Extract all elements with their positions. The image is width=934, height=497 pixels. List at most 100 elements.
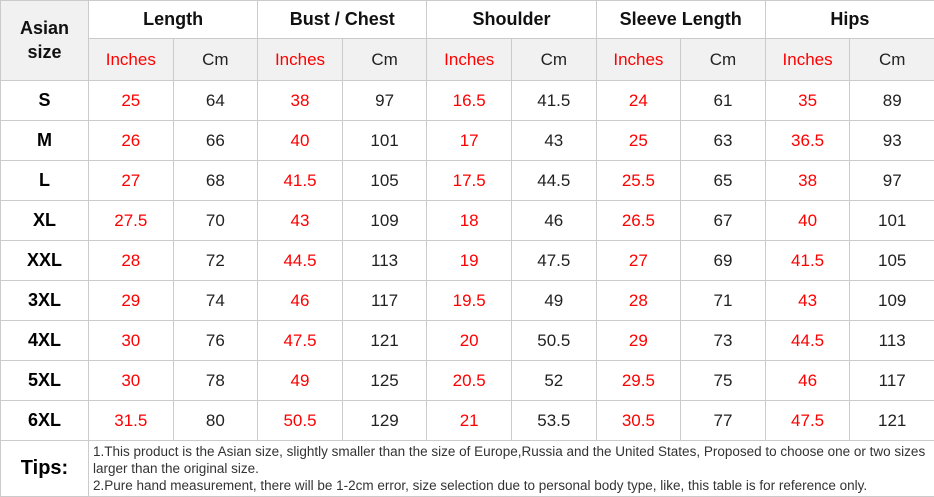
inches-value: 27 [89, 161, 174, 201]
inches-value: 40 [258, 121, 343, 161]
inches-value: 19.5 [427, 281, 512, 321]
cm-value: 97 [342, 81, 427, 121]
cm-value: 105 [342, 161, 427, 201]
size-label: 4XL [1, 321, 89, 361]
inches-value: 19 [427, 241, 512, 281]
inches-value: 16.5 [427, 81, 512, 121]
cm-value: 43 [511, 121, 596, 161]
cm-value: 80 [173, 401, 258, 441]
inches-value: 38 [765, 161, 850, 201]
tips-label: Tips: [1, 441, 89, 497]
size-label: S [1, 81, 89, 121]
cm-value: 65 [681, 161, 766, 201]
size-label: M [1, 121, 89, 161]
size-label: L [1, 161, 89, 201]
inches-value: 30 [89, 321, 174, 361]
cm-value: 129 [342, 401, 427, 441]
size-label: 3XL [1, 281, 89, 321]
cm-value: 41.5 [511, 81, 596, 121]
cm-value: 76 [173, 321, 258, 361]
inches-value: 26.5 [596, 201, 681, 241]
inches-value: 29 [89, 281, 174, 321]
inches-value: 49 [258, 361, 343, 401]
inches-value: 47.5 [258, 321, 343, 361]
size-label: 6XL [1, 401, 89, 441]
inches-value: 41.5 [258, 161, 343, 201]
group-header-shoulder: Shoulder [427, 1, 596, 39]
inches-value: 40 [765, 201, 850, 241]
unit-header-inches: Inches [89, 39, 174, 81]
cm-value: 61 [681, 81, 766, 121]
group-header-sleeve-length: Sleeve Length [596, 1, 765, 39]
inches-value: 44.5 [765, 321, 850, 361]
inches-value: 43 [258, 201, 343, 241]
cm-value: 68 [173, 161, 258, 201]
cm-value: 49 [511, 281, 596, 321]
cm-value: 77 [681, 401, 766, 441]
inches-value: 47.5 [765, 401, 850, 441]
unit-header-cm: Cm [681, 39, 766, 81]
cm-value: 50.5 [511, 321, 596, 361]
inches-value: 26 [89, 121, 174, 161]
cm-value: 63 [681, 121, 766, 161]
cm-value: 67 [681, 201, 766, 241]
unit-header-cm: Cm [342, 39, 427, 81]
inches-value: 30 [89, 361, 174, 401]
unit-header-cm: Cm [511, 39, 596, 81]
inches-value: 43 [765, 281, 850, 321]
corner-cell-asian-size: Asian size [1, 1, 89, 81]
tips-line-2: 2.Pure hand measurement, there will be 1… [93, 477, 930, 494]
inches-value: 38 [258, 81, 343, 121]
inches-value: 41.5 [765, 241, 850, 281]
cm-value: 52 [511, 361, 596, 401]
tips-text: 1.This product is the Asian size, slight… [89, 441, 934, 497]
inches-value: 27.5 [89, 201, 174, 241]
cm-value: 70 [173, 201, 258, 241]
cm-value: 89 [850, 81, 934, 121]
inches-value: 25 [596, 121, 681, 161]
inches-value: 27 [596, 241, 681, 281]
size-label: XL [1, 201, 89, 241]
cm-value: 109 [850, 281, 934, 321]
inches-value: 20 [427, 321, 512, 361]
inches-value: 17.5 [427, 161, 512, 201]
cm-value: 66 [173, 121, 258, 161]
cm-value: 75 [681, 361, 766, 401]
inches-value: 24 [596, 81, 681, 121]
inches-value: 25 [89, 81, 174, 121]
inches-value: 17 [427, 121, 512, 161]
cm-value: 125 [342, 361, 427, 401]
cm-value: 121 [850, 401, 934, 441]
inches-value: 25.5 [596, 161, 681, 201]
inches-value: 46 [258, 281, 343, 321]
tips-line-1: 1.This product is the Asian size, slight… [93, 443, 930, 477]
inches-value: 46 [765, 361, 850, 401]
unit-header-cm: Cm [173, 39, 258, 81]
cm-value: 101 [850, 201, 934, 241]
inches-value: 18 [427, 201, 512, 241]
unit-header-inches: Inches [427, 39, 512, 81]
cm-value: 64 [173, 81, 258, 121]
cm-value: 117 [850, 361, 934, 401]
unit-header-inches: Inches [258, 39, 343, 81]
group-header-hips: Hips [765, 1, 934, 39]
cm-value: 121 [342, 321, 427, 361]
group-header-row: Asian size Length Bust / Chest Shoulder … [1, 1, 934, 39]
cm-value: 93 [850, 121, 934, 161]
inches-value: 36.5 [765, 121, 850, 161]
cm-value: 105 [850, 241, 934, 281]
inches-value: 20.5 [427, 361, 512, 401]
inches-value: 29.5 [596, 361, 681, 401]
cm-value: 71 [681, 281, 766, 321]
cm-value: 117 [342, 281, 427, 321]
